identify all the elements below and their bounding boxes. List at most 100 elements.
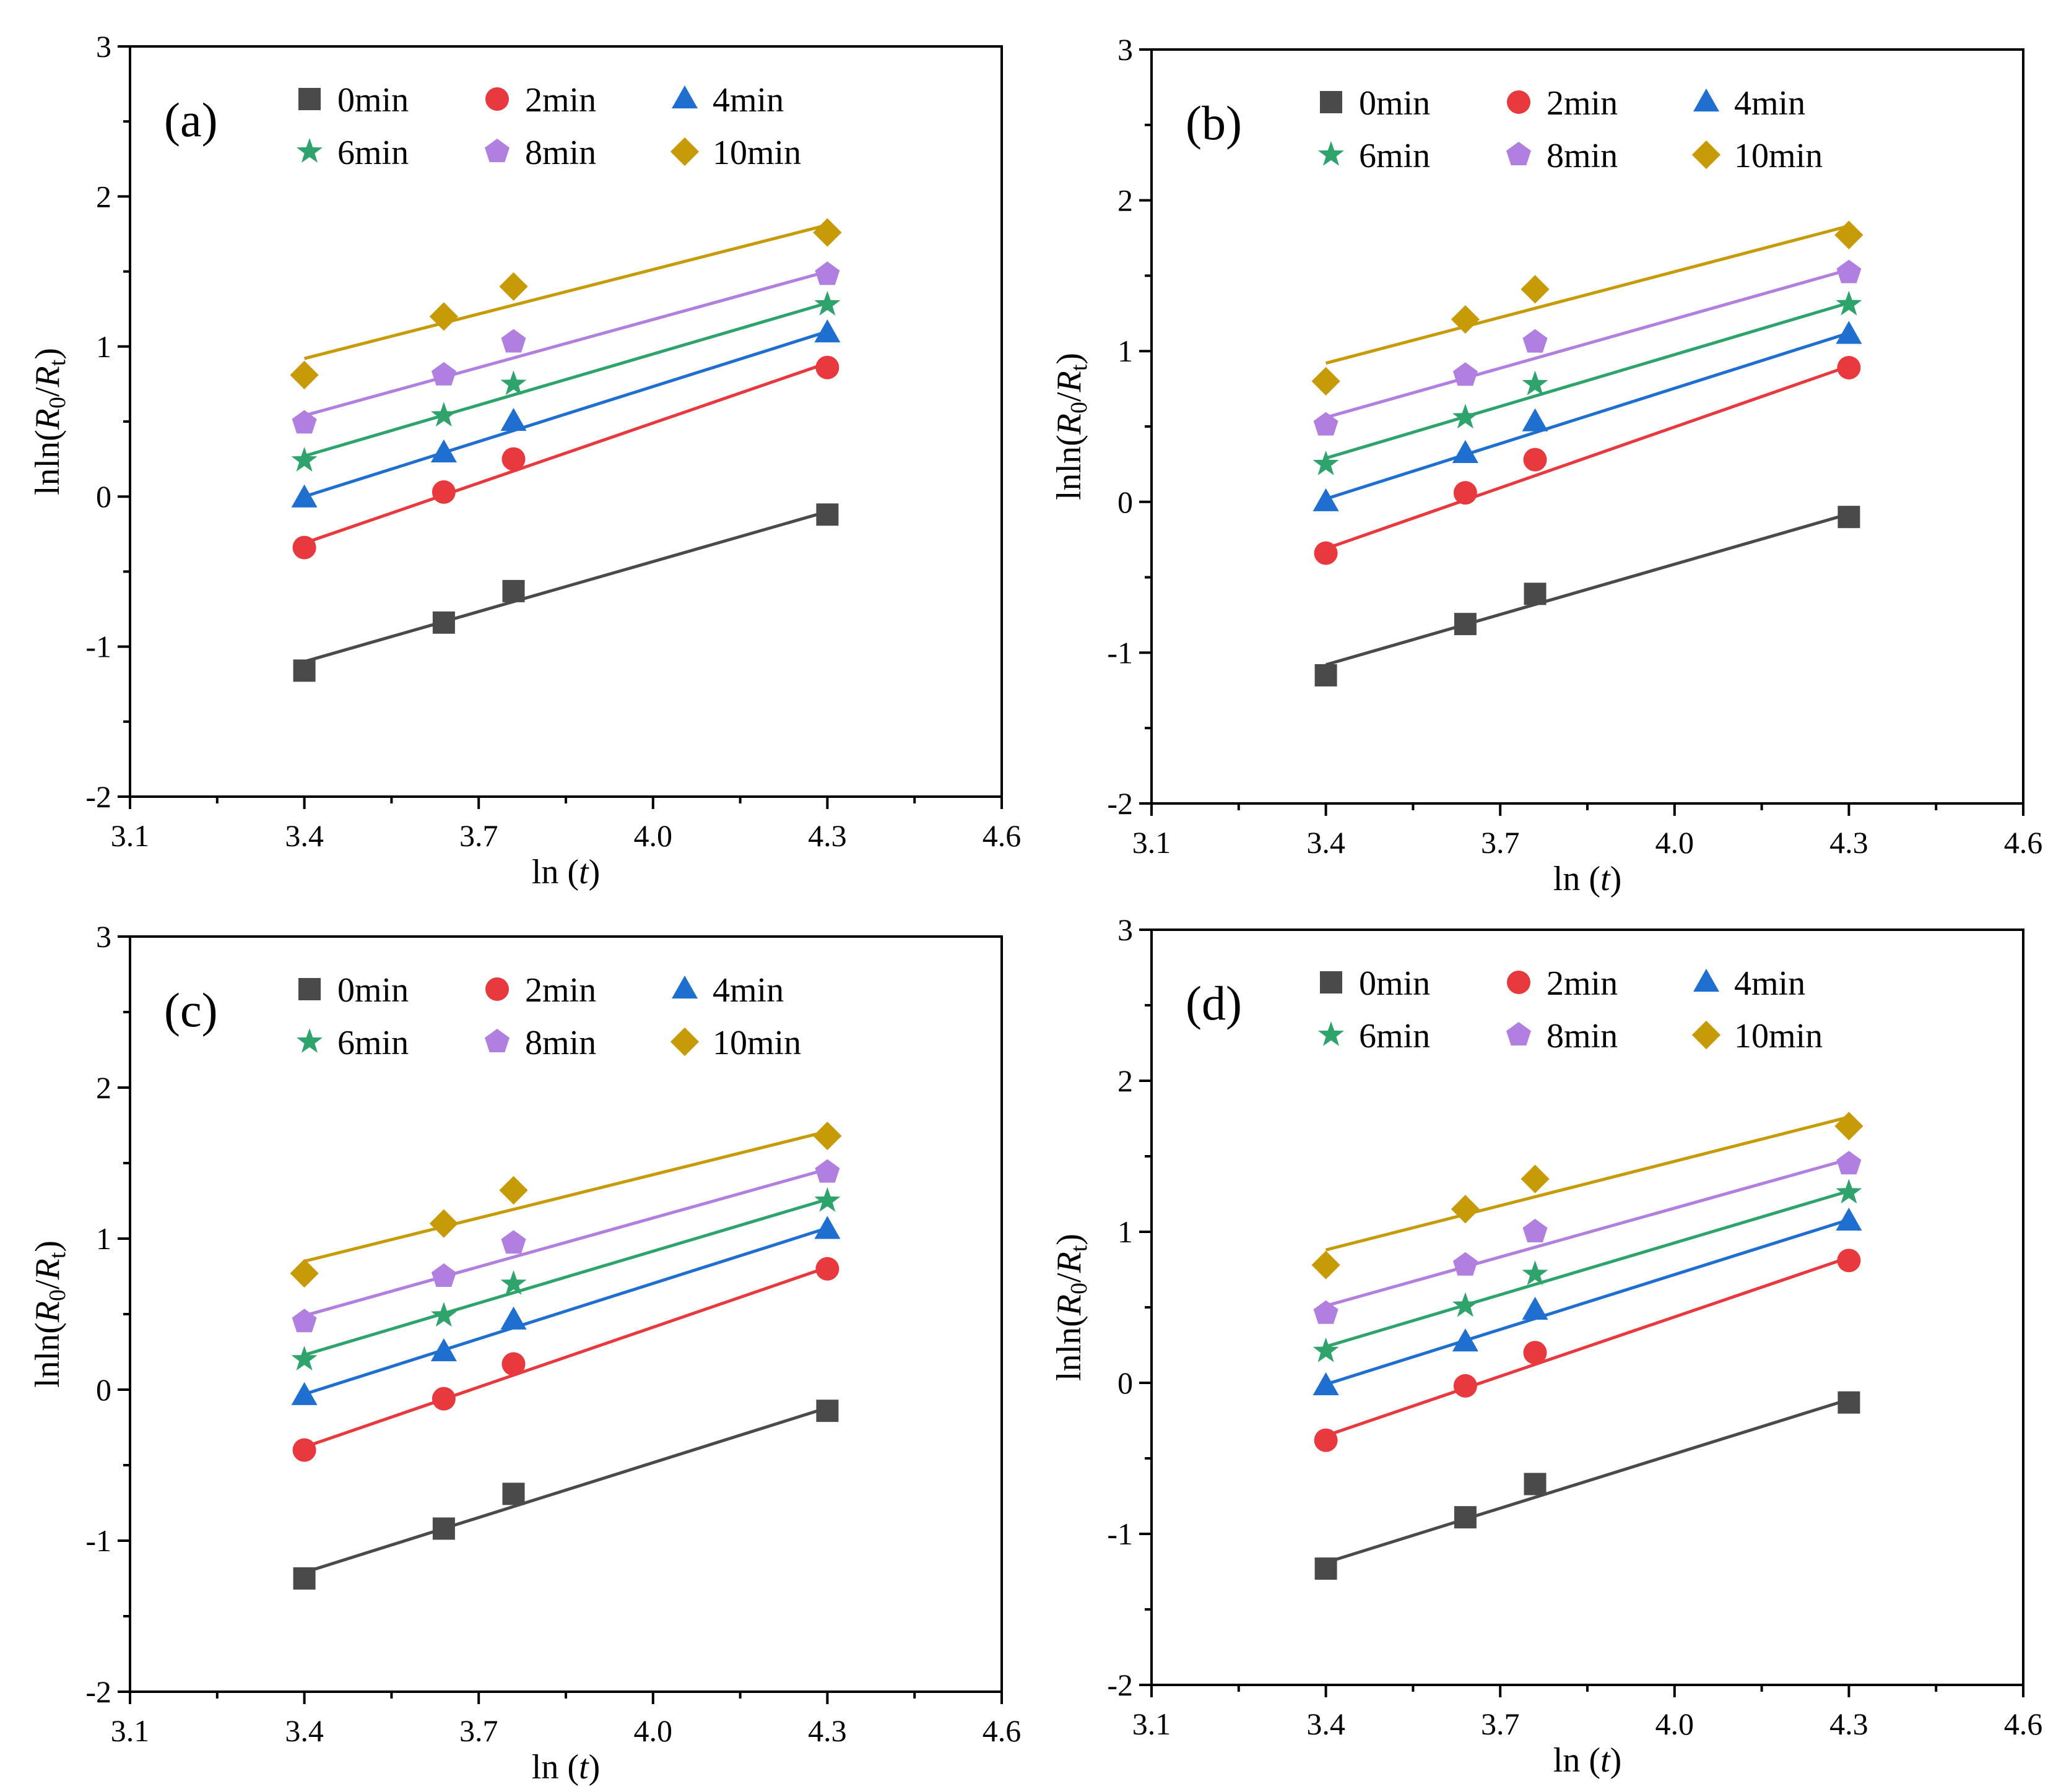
- legend-marker-6min: [1318, 141, 1344, 166]
- data-point-2min: [1523, 448, 1547, 472]
- legend-label: 2min: [1547, 964, 1618, 1003]
- data-point-8min: [1836, 259, 1862, 284]
- data-point-6min: [500, 1270, 527, 1295]
- fit-line-8min: [303, 1167, 828, 1317]
- data-point-2min: [1837, 1249, 1861, 1273]
- x-tick-label: 4.0: [634, 818, 673, 853]
- x-axis-title-close: ): [1610, 860, 1622, 898]
- data-point-2min: [1837, 355, 1861, 379]
- y-axis-title-ylabel-den-sub: t: [45, 359, 71, 366]
- y-axis-title-ylabel-close: ): [28, 1240, 67, 1252]
- fit-line-0min: [303, 510, 828, 664]
- legend-marker-0min: [1320, 971, 1342, 993]
- y-axis-title-ylabel-close: ): [1050, 1234, 1088, 1245]
- y-axis-title-ylabel-num-sub: 0: [1066, 402, 1092, 413]
- legend-marker-10min: [1691, 1020, 1721, 1050]
- y-tick-label: 2: [96, 179, 111, 214]
- data-point-8min: [501, 1230, 526, 1254]
- x-axis-title-var: t: [579, 853, 589, 891]
- data-point-0min: [816, 1400, 839, 1422]
- data-point-6min: [1452, 1292, 1478, 1317]
- data-point-4min: [430, 1338, 457, 1362]
- y-axis-title-ylabel-prefix: lnln(: [1050, 435, 1088, 500]
- fit-line-6min: [303, 1198, 828, 1357]
- x-tick-label: 4.3: [808, 1713, 847, 1748]
- data-point-0min: [1314, 664, 1337, 686]
- data-point-4min: [1452, 439, 1478, 463]
- fit-line-6min: [1325, 1189, 1850, 1348]
- x-tick-label: 3.1: [111, 1713, 150, 1748]
- y-axis-title-ylabel-num: R: [28, 1301, 67, 1323]
- y-tick-label: -1: [1107, 1517, 1133, 1551]
- data-point-10min: [290, 1259, 319, 1288]
- panel-label: (d): [1186, 976, 1242, 1030]
- data-point-0min: [293, 659, 316, 682]
- data-point-8min: [431, 361, 456, 386]
- fit-line-10min: [303, 223, 828, 360]
- legend-marker-0min: [1320, 91, 1342, 113]
- data-point-2min: [432, 480, 456, 504]
- x-axis-title: ln (t): [1553, 1741, 1621, 1780]
- data-point-4min: [1452, 1328, 1478, 1352]
- data-point-2min: [501, 447, 526, 471]
- data-point-6min: [291, 1346, 318, 1370]
- data-point-8min: [431, 1263, 456, 1287]
- x-tick-label: 4.3: [808, 818, 847, 853]
- x-axis-title-main: ln (: [1553, 1741, 1600, 1780]
- data-point-6min: [1836, 290, 1862, 316]
- legend-marker-10min: [1691, 140, 1721, 170]
- data-point-0min: [1838, 506, 1860, 529]
- legend-marker-10min: [670, 1027, 700, 1057]
- y-tick-label: 1: [96, 329, 111, 364]
- legend-marker-0min: [298, 88, 321, 110]
- panel-label: (c): [164, 983, 218, 1037]
- legend-label: 8min: [1547, 137, 1618, 175]
- data-point-10min: [499, 1175, 528, 1205]
- data-point-2min: [1453, 1374, 1477, 1398]
- fit-line-4min: [1325, 331, 1850, 501]
- x-tick-label: 4.0: [634, 1713, 673, 1748]
- data-point-0min: [1454, 613, 1477, 636]
- x-axis-title-close: ): [589, 1748, 601, 1786]
- x-tick-label: 4.6: [983, 818, 1022, 853]
- x-tick-label: 3.7: [1481, 1707, 1520, 1741]
- legend-label: 4min: [1734, 964, 1805, 1003]
- legend-label: 8min: [525, 134, 596, 172]
- legend-marker-6min: [297, 137, 323, 163]
- legend-label: 0min: [337, 971, 409, 1010]
- x-axis-title-var: t: [1600, 1741, 1611, 1780]
- legend-label: 8min: [1547, 1017, 1618, 1055]
- x-tick-label: 3.7: [459, 1713, 498, 1748]
- data-point-10min: [1834, 1112, 1864, 1141]
- data-point-4min: [1836, 321, 1862, 344]
- data-point-0min: [502, 579, 525, 602]
- x-tick-label: 4.0: [1655, 825, 1694, 860]
- y-axis-title: lnln(R0/Rt): [1050, 353, 1092, 500]
- data-point-6min: [1313, 450, 1339, 475]
- y-tick-label: 1: [1117, 1214, 1133, 1249]
- data-point-6min: [1836, 1179, 1862, 1204]
- fit-line-10min: [1325, 224, 1850, 365]
- legend-label: 6min: [337, 134, 409, 172]
- legend-label: 6min: [337, 1024, 409, 1062]
- data-point-4min: [500, 407, 527, 431]
- fit-line-2min: [1325, 1256, 1850, 1437]
- data-point-4min: [291, 484, 318, 508]
- fit-line-4min: [303, 330, 828, 498]
- data-point-2min: [1314, 541, 1338, 565]
- data-point-10min: [1311, 366, 1340, 396]
- legend-marker-8min: [1506, 1022, 1531, 1045]
- x-tick-label: 4.3: [1829, 1707, 1868, 1741]
- y-tick-label: -1: [1107, 635, 1133, 670]
- fit-line-0min: [303, 1406, 828, 1574]
- data-point-0min: [293, 1567, 316, 1590]
- y-tick-label: 0: [96, 479, 111, 514]
- x-tick-label: 3.4: [1306, 1707, 1345, 1741]
- legend-marker-0min: [298, 978, 321, 1000]
- data-point-8min: [815, 1159, 840, 1183]
- data-point-8min: [501, 329, 526, 353]
- legend-marker-8min: [1506, 142, 1531, 165]
- data-point-2min: [292, 535, 316, 560]
